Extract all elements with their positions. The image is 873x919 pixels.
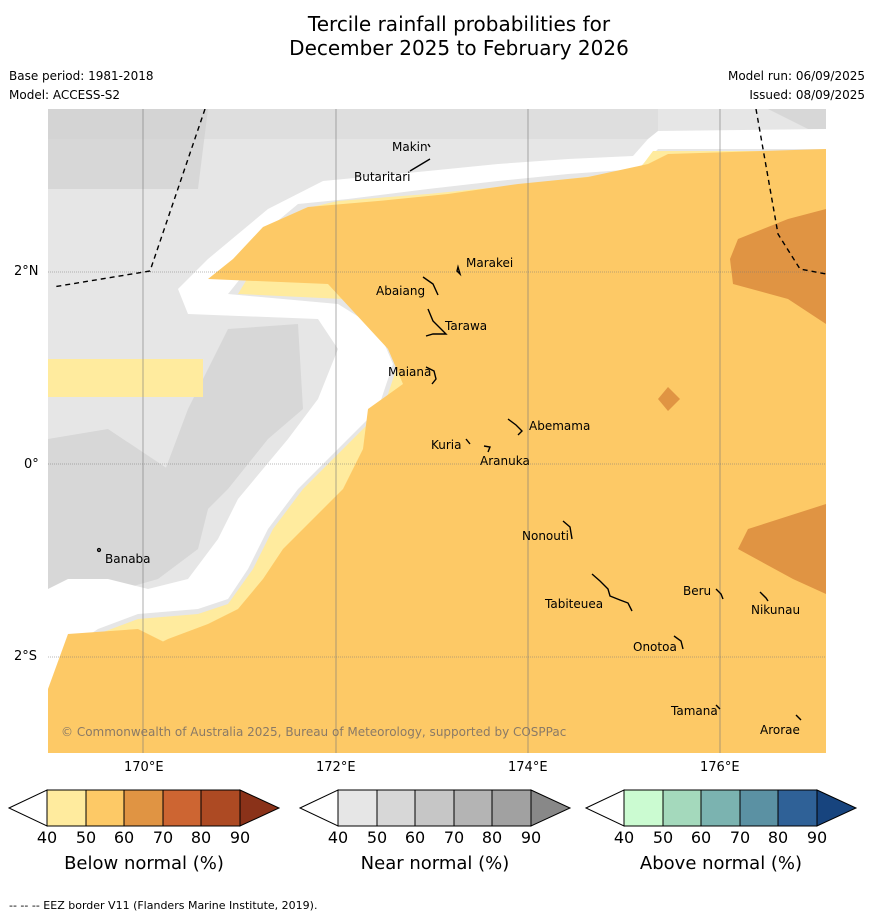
tick-50: 50 (366, 828, 388, 847)
island-outlines (96, 143, 802, 721)
map-canvas: Makin Butaritari Marakei Abaiang Tarawa … (48, 109, 826, 753)
lat-tick-2s: 2°S (14, 649, 38, 664)
tick-80: 80 (481, 828, 503, 847)
colorbar-near-normal (298, 789, 572, 827)
tick-90: 90 (229, 828, 251, 847)
graticule (48, 109, 826, 753)
below-normal-60-70-region-east (730, 209, 826, 324)
eez-border (52, 109, 826, 288)
below-normal-40-50-strip (48, 359, 203, 397)
near-normal-60-region-northeast (658, 109, 826, 129)
model-run: Model run: 06/09/2025 (727, 69, 865, 83)
tick-60: 60 (690, 828, 712, 847)
tick-70: 70 (729, 828, 751, 847)
tick-70: 70 (152, 828, 174, 847)
near-normal-60-region-south (48, 429, 208, 609)
tick-90: 90 (520, 828, 542, 847)
near-normal-60-region-middle (158, 324, 303, 529)
label-maiana: Maiana (388, 365, 431, 379)
label-abemama: Abemama (529, 419, 590, 433)
map-title: Tercile rainfall probabilities for Decem… (0, 12, 873, 60)
lon-tick-172e: 172°E (316, 760, 356, 775)
lat-tick-2n: 2°N (14, 264, 39, 279)
colorbar-above-label: Above normal (%) (639, 853, 803, 874)
label-banaba: Banaba (105, 552, 151, 566)
near-normal-40-region-northwest (48, 109, 658, 139)
tick-50: 50 (652, 828, 674, 847)
title-line-1: Tercile rainfall probabilities for (307, 12, 611, 36)
below-normal-60-70-region-southeast (738, 504, 826, 594)
title-line-2: December 2025 to February 2026 (289, 36, 629, 60)
map-panel: Makin Butaritari Marakei Abaiang Tarawa … (48, 109, 826, 753)
colorbar-below-normal (7, 789, 281, 827)
tick-60: 60 (404, 828, 426, 847)
colorbar-above-normal (584, 789, 858, 827)
tick-80: 80 (190, 828, 212, 847)
label-tabiteuea: Tabiteuea (544, 597, 603, 611)
copyright-notice: © Commonwealth of Australia 2025, Bureau… (61, 725, 566, 739)
label-kuria: Kuria (431, 438, 462, 452)
label-onotoa: Onotoa (633, 640, 677, 654)
issued-date: Issued: 08/09/2025 (749, 88, 865, 102)
lon-tick-174e: 174°E (508, 760, 548, 775)
lon-tick-176e: 176°E (700, 760, 740, 775)
eez-legend-note: -- -- -- EEZ border V11 (Flanders Marine… (9, 899, 318, 912)
tick-40: 40 (613, 828, 635, 847)
tick-60: 60 (113, 828, 135, 847)
label-abaiang: Abaiang (376, 284, 425, 298)
below-normal-60-70-spot (658, 387, 680, 411)
near-normal-60-region-north (48, 109, 208, 189)
tick-90: 90 (806, 828, 828, 847)
label-tarawa: Tarawa (444, 319, 487, 333)
below-normal-50-60-southwest (48, 629, 198, 753)
colorbars (7, 789, 858, 827)
label-nonouti: Nonouti (522, 529, 569, 543)
colorbar-near-label: Near normal (%) (360, 853, 510, 874)
base-period: Base period: 1981-2018 (9, 69, 154, 83)
label-beru: Beru (683, 584, 711, 598)
label-aranuka: Aranuka (480, 454, 530, 468)
tick-50: 50 (75, 828, 97, 847)
tick-40: 40 (36, 828, 58, 847)
tick-40: 40 (327, 828, 349, 847)
model-name: Model: ACCESS-S2 (9, 88, 121, 102)
tick-70: 70 (443, 828, 465, 847)
label-makin: Makin (392, 140, 428, 154)
label-marakei: Marakei (466, 256, 513, 270)
tick-80: 80 (767, 828, 789, 847)
label-tamana: Tamana (670, 704, 718, 718)
label-arorae: Arorae (760, 723, 800, 737)
lon-tick-170e: 170°E (124, 760, 164, 775)
lat-tick-0: 0° (24, 457, 39, 472)
label-butaritari: Butaritari (354, 170, 411, 184)
label-nikunau: Nikunau (751, 603, 800, 617)
below-normal-50-60-region (48, 149, 826, 753)
colorbar-below-label: Below normal (%) (64, 853, 224, 874)
